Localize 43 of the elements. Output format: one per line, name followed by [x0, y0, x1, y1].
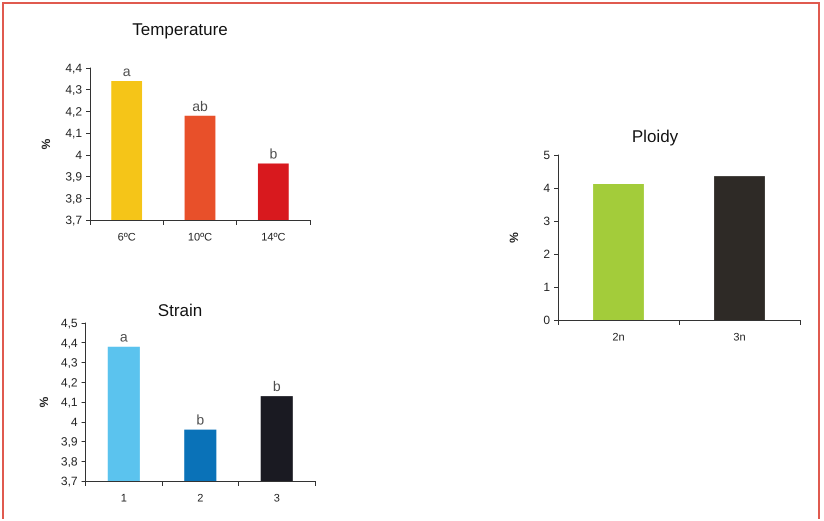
y-tick-label: 4 [75, 148, 82, 162]
y-tick-label: 3,9 [60, 434, 78, 448]
y-tick-label: 1 [543, 280, 550, 294]
annotation: a [122, 63, 131, 80]
y-tick-label: 4,1 [60, 395, 78, 409]
y-axis-title: % [37, 396, 51, 408]
annotation: b [272, 378, 281, 394]
y-tick-label: 4,5 [60, 316, 78, 330]
x-tick-label: 1 [120, 492, 127, 504]
annotation: ab [192, 98, 208, 114]
y-tick-label: 4,2 [65, 104, 82, 118]
y-tick-label: 0 [543, 313, 550, 327]
y-tick-label: 4,3 [65, 82, 82, 97]
x-tick-label: 2n [612, 332, 625, 344]
annotation: a [120, 328, 128, 345]
annotation: b [196, 412, 204, 428]
x-tick-label: 6ºC [118, 232, 136, 244]
y-tick-label: 4 [543, 181, 550, 195]
x-tick-label: 3n [733, 332, 746, 344]
y-tick-label: 4,4 [65, 61, 82, 75]
x-tick-label: 10ºC [188, 232, 212, 244]
y-tick-label: 3 [543, 214, 550, 228]
y-tick-label: 3,8 [60, 454, 78, 468]
y-tick-label: 3,9 [65, 170, 82, 184]
y-tick-label: 3,7 [60, 474, 78, 488]
y-tick-label: 4,1 [65, 126, 82, 140]
y-tick-label: 4,3 [60, 356, 78, 370]
y-axis-title: % [39, 138, 53, 150]
y-tick-label: 4,2 [60, 375, 78, 390]
chart-title: Strain [158, 301, 202, 320]
y-axis-title: % [507, 232, 521, 243]
x-tick-label: 14ºC [261, 232, 286, 244]
y-tick-label: 4 [70, 414, 78, 429]
y-tick-label: 5 [543, 148, 550, 162]
chart-title: Temperature [132, 20, 228, 39]
x-tick-label: 3 [274, 492, 280, 504]
y-tick-label: 2 [543, 247, 550, 261]
y-tick-label: 4,4 [60, 336, 78, 350]
annotation: b [269, 146, 278, 162]
y-tick-label: 3,7 [65, 213, 82, 227]
y-tick-label: 3,8 [65, 191, 82, 206]
chart-title: Ploidy [632, 127, 679, 146]
x-tick-label: 2 [197, 492, 204, 504]
